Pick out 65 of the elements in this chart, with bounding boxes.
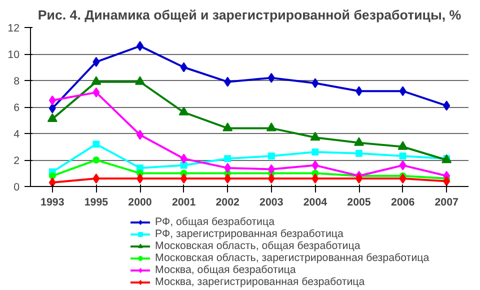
point (222, 122, 233, 132)
point (92, 56, 100, 67)
x-tick-label: 2000 (128, 196, 152, 208)
point (266, 122, 276, 132)
y-tick-label: 10 (8, 49, 20, 61)
point (224, 174, 232, 184)
point (399, 86, 406, 96)
point (399, 160, 406, 170)
point (268, 152, 275, 160)
x-tick-label: 2003 (260, 196, 284, 208)
point (47, 113, 58, 122)
point (356, 150, 362, 157)
x-tick-label: 1993 (40, 196, 64, 208)
point (312, 148, 319, 156)
point (180, 174, 188, 184)
point (268, 174, 275, 184)
point (92, 87, 100, 98)
x-tick-label: 2005 (347, 196, 371, 208)
point (180, 154, 188, 164)
point (91, 76, 102, 85)
x-tick-label: 2001 (172, 196, 196, 208)
point (224, 76, 232, 87)
point (268, 72, 275, 83)
x-tick-label: 2004 (303, 196, 328, 208)
y-tick-label: 8 (14, 76, 20, 88)
x-tick-label: 2007 (434, 196, 459, 208)
point (224, 162, 232, 173)
legend-label: РФ, зарегистрированная безработица (155, 228, 344, 240)
legend-label: Московская область, общая безработица (155, 240, 360, 252)
point (399, 152, 406, 160)
point (92, 174, 100, 184)
point (354, 137, 364, 146)
point (180, 62, 188, 72)
point (180, 162, 188, 169)
point (443, 176, 450, 186)
point (224, 155, 232, 162)
point (135, 76, 145, 85)
point (48, 172, 56, 180)
point (443, 100, 450, 111)
x-tick-label: 2002 (216, 196, 240, 208)
point (312, 78, 319, 88)
y-tick-label: 6 (14, 102, 20, 114)
legend-label: Москва, общая безработица (155, 264, 296, 276)
point (399, 174, 406, 184)
point (48, 103, 56, 114)
point (92, 156, 100, 164)
chart-title: Рис. 4. Динамика общей и зарегистрированной безработицы, % (38, 8, 462, 22)
x-tick-label: 2006 (390, 196, 415, 208)
point (92, 140, 100, 148)
point (310, 132, 320, 141)
legend-label: Московская область, зарегистрированная безработица (155, 252, 430, 264)
point (48, 178, 56, 186)
y-tick-label: 12 (8, 22, 20, 34)
x-tick-label: 1995 (84, 196, 108, 208)
legend-label: РФ, общая безработица (155, 216, 275, 228)
point (398, 141, 408, 150)
legend-label: Москва, зарегистрированная безработица (155, 276, 365, 288)
point (48, 95, 56, 106)
point (312, 174, 319, 184)
y-tick-label: 4 (14, 128, 20, 140)
point (312, 160, 319, 170)
point (178, 106, 189, 116)
y-tick-label: 2 (14, 155, 20, 167)
point (268, 164, 275, 174)
y-tick-label: 0 (14, 182, 20, 194)
